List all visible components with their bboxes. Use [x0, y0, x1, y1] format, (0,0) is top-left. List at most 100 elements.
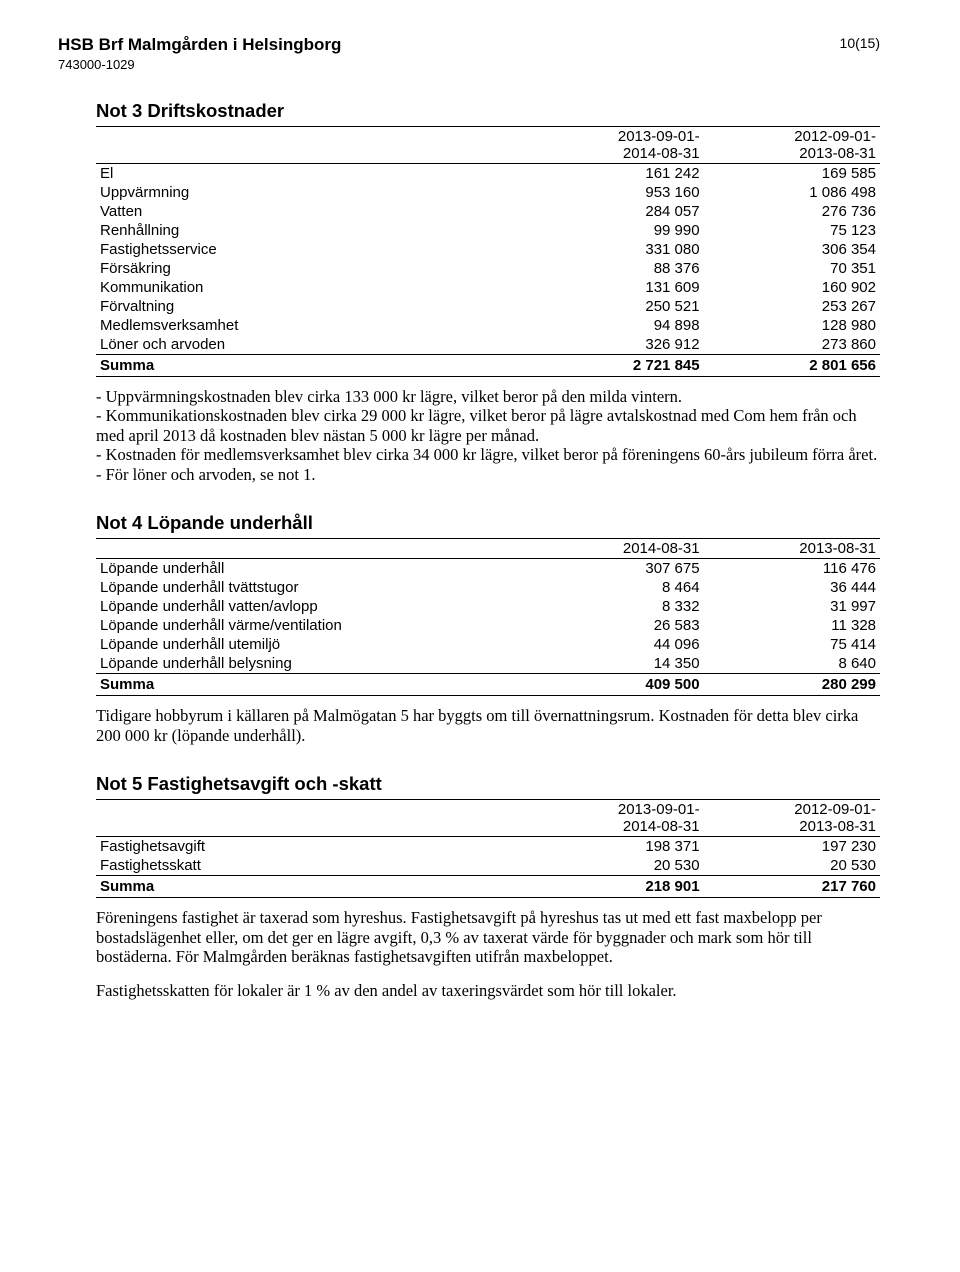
row-val1: 20 530	[527, 856, 703, 876]
sum-val2: 280 299	[704, 674, 880, 696]
sum-row: Summa218 901217 760	[96, 876, 880, 898]
not3-p3: - Kostnaden för medlemsverksamhet blev c…	[96, 445, 880, 464]
period2-top: 2012-09-01-	[794, 801, 876, 818]
not3-title: Not 3 Driftskostnader	[96, 100, 880, 122]
row-val2: 70 351	[704, 259, 880, 278]
not4-p1: Tidigare hobbyrum i källaren på Malmögat…	[96, 706, 880, 745]
row-val2: 169 585	[704, 164, 880, 184]
period-col1: 2014-08-31	[527, 539, 703, 559]
row-label: Renhållning	[96, 221, 527, 240]
not5-section: Not 5 Fastighetsavgift och -skatt 2013-0…	[96, 773, 880, 1000]
not3-table: 2013-09-01- 2014-08-31 2012-09-01- 2013-…	[96, 126, 880, 377]
row-val1: 8 464	[527, 578, 703, 597]
period-col1: 2013-09-01- 2014-08-31	[527, 127, 703, 164]
table-row: Löpande underhåll belysning14 3508 640	[96, 654, 880, 674]
row-label: Fastighetsservice	[96, 240, 527, 259]
row-val1: 198 371	[527, 837, 703, 857]
table-row: El161 242169 585	[96, 164, 880, 184]
sum-label: Summa	[96, 355, 527, 377]
not4-table: 2014-08-31 2013-08-31 Löpande underhåll3…	[96, 538, 880, 696]
row-label: Löner och arvoden	[96, 335, 527, 355]
table-row: Fastighetsavgift198 371197 230	[96, 837, 880, 857]
row-val2: 36 444	[704, 578, 880, 597]
table-row: Löpande underhåll värme/ventilation26 58…	[96, 616, 880, 635]
not4-title: Not 4 Löpande underhåll	[96, 512, 880, 534]
row-label: Löpande underhåll tvättstugor	[96, 578, 527, 597]
sum-row: Summa2 721 8452 801 656	[96, 355, 880, 377]
row-val2: 276 736	[704, 202, 880, 221]
not5-table: 2013-09-01- 2014-08-31 2012-09-01- 2013-…	[96, 799, 880, 898]
row-val1: 99 990	[527, 221, 703, 240]
row-val1: 88 376	[527, 259, 703, 278]
not4-text: Tidigare hobbyrum i källaren på Malmögat…	[96, 706, 880, 745]
table-row: Uppvärmning953 1601 086 498	[96, 183, 880, 202]
not3-p4: - För löner och arvoden, se not 1.	[96, 465, 880, 484]
row-val1: 14 350	[527, 654, 703, 674]
not3-p2: - Kommunikationskostnaden blev cirka 29 …	[96, 406, 880, 445]
not5-text: Föreningens fastighet är taxerad som hyr…	[96, 908, 880, 1000]
period2-bot: 2013-08-31	[799, 145, 876, 162]
row-label: Uppvärmning	[96, 183, 527, 202]
table-row: Löpande underhåll vatten/avlopp8 33231 9…	[96, 597, 880, 616]
row-val2: 31 997	[704, 597, 880, 616]
table-row: Fastighetsservice331 080306 354	[96, 240, 880, 259]
row-val2: 1 086 498	[704, 183, 880, 202]
row-val1: 8 332	[527, 597, 703, 616]
table-row: Förvaltning250 521253 267	[96, 297, 880, 316]
row-val2: 75 414	[704, 635, 880, 654]
row-val2: 160 902	[704, 278, 880, 297]
period1-bot: 2014-08-31	[623, 818, 700, 835]
not3-text: - Uppvärmningskostnaden blev cirka 133 0…	[96, 387, 880, 484]
table-row: Medlemsverksamhet94 898128 980	[96, 316, 880, 335]
table-row: Löner och arvoden326 912273 860	[96, 335, 880, 355]
row-val2: 116 476	[704, 559, 880, 579]
not5-p2: Fastighetsskatten för lokaler är 1 % av …	[96, 981, 880, 1000]
not5-title: Not 5 Fastighetsavgift och -skatt	[96, 773, 880, 795]
blank-header	[96, 127, 527, 164]
sum-val1: 409 500	[527, 674, 703, 696]
row-val2: 8 640	[704, 654, 880, 674]
row-val2: 273 860	[704, 335, 880, 355]
row-val2: 197 230	[704, 837, 880, 857]
table-row: Löpande underhåll307 675116 476	[96, 559, 880, 579]
table-row: Fastighetsskatt20 53020 530	[96, 856, 880, 876]
row-val1: 250 521	[527, 297, 703, 316]
row-val2: 11 328	[704, 616, 880, 635]
sum-label: Summa	[96, 876, 527, 898]
row-val1: 331 080	[527, 240, 703, 259]
period1-top: 2013-09-01-	[618, 801, 700, 818]
row-val1: 326 912	[527, 335, 703, 355]
period2-top: 2012-09-01-	[794, 128, 876, 145]
row-val1: 44 096	[527, 635, 703, 654]
row-val2: 306 354	[704, 240, 880, 259]
page-number: 10(15)	[840, 35, 880, 51]
table-row: Löpande underhåll utemiljö44 09675 414	[96, 635, 880, 654]
row-label: El	[96, 164, 527, 184]
row-val1: 284 057	[527, 202, 703, 221]
row-val2: 75 123	[704, 221, 880, 240]
row-label: Löpande underhåll vatten/avlopp	[96, 597, 527, 616]
org-block: HSB Brf Malmgården i Helsingborg 743000-…	[58, 35, 341, 72]
period-col1: 2013-09-01- 2014-08-31	[527, 800, 703, 837]
sum-val2: 2 801 656	[704, 355, 880, 377]
sum-val1: 2 721 845	[527, 355, 703, 377]
row-label: Förvaltning	[96, 297, 527, 316]
not5-p1: Föreningens fastighet är taxerad som hyr…	[96, 908, 880, 966]
period1-top: 2013-09-01-	[618, 128, 700, 145]
row-val1: 953 160	[527, 183, 703, 202]
row-label: Fastighetsskatt	[96, 856, 527, 876]
period-col2: 2013-08-31	[704, 539, 880, 559]
not3-p1: - Uppvärmningskostnaden blev cirka 133 0…	[96, 387, 880, 406]
not4-section: Not 4 Löpande underhåll 2014-08-31 2013-…	[96, 512, 880, 745]
row-val2: 253 267	[704, 297, 880, 316]
org-title: HSB Brf Malmgården i Helsingborg	[58, 35, 341, 55]
sum-label: Summa	[96, 674, 527, 696]
period-col2: 2012-09-01- 2013-08-31	[704, 127, 880, 164]
row-label: Fastighetsavgift	[96, 837, 527, 857]
org-number: 743000-1029	[58, 57, 341, 72]
sum-val1: 218 901	[527, 876, 703, 898]
row-label: Löpande underhåll belysning	[96, 654, 527, 674]
row-val2: 20 530	[704, 856, 880, 876]
row-val1: 94 898	[527, 316, 703, 335]
row-val1: 131 609	[527, 278, 703, 297]
